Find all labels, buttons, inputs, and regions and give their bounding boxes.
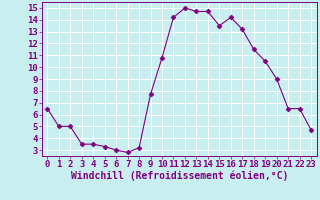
X-axis label: Windchill (Refroidissement éolien,°C): Windchill (Refroidissement éolien,°C) (70, 171, 288, 181)
